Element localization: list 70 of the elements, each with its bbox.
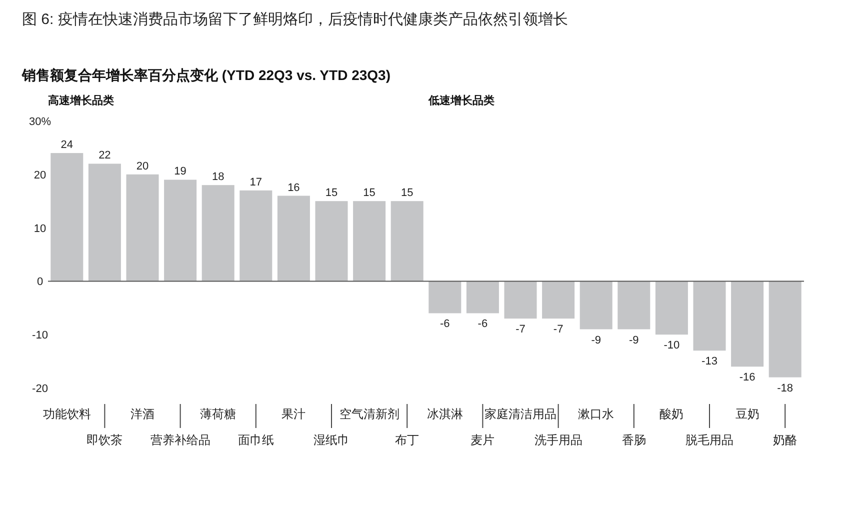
x-tick-label: 面巾纸	[238, 433, 274, 447]
x-tick-label: 家庭清洁用品	[484, 407, 556, 421]
x-tick-label: 洋酒	[130, 407, 154, 421]
bar	[731, 281, 764, 367]
x-tick-label: 功能饮料	[42, 407, 91, 421]
x-tick-label: 麦片	[470, 433, 495, 447]
data-label: -7	[553, 324, 564, 336]
x-tick-label: 湿纸巾	[314, 433, 350, 447]
data-label: -9	[591, 334, 601, 346]
y-tick-label: -20	[32, 383, 48, 395]
bar	[88, 164, 121, 282]
bar	[466, 281, 499, 314]
data-label: -7	[516, 324, 526, 336]
x-tick-label: 即饮茶	[86, 433, 123, 447]
data-label: -18	[777, 382, 794, 394]
y-tick-label: 0	[36, 276, 44, 288]
bar	[655, 281, 688, 335]
x-tick-label: 漱口水	[578, 407, 614, 421]
bar	[315, 201, 348, 282]
x-tick-label: 脱毛用品	[686, 433, 734, 447]
data-label: 24	[60, 139, 74, 152]
x-tick-label: 香肠	[622, 433, 646, 447]
x-tick-label: 豆奶	[735, 407, 760, 421]
data-label: 17	[250, 176, 262, 188]
x-tick-label: 薄荷糖	[200, 407, 236, 421]
data-label: -10	[664, 340, 680, 352]
x-tick-label: 酸奶	[660, 407, 684, 421]
bar	[50, 153, 84, 282]
bar	[618, 281, 650, 330]
data-label: 15	[400, 187, 414, 200]
data-label: 18	[212, 171, 224, 184]
bar	[390, 201, 424, 282]
data-label: 19	[174, 166, 186, 178]
bar	[504, 281, 537, 319]
data-label: 20	[136, 160, 149, 172]
data-label: -6	[440, 318, 450, 330]
bar	[277, 196, 310, 282]
x-tick-label: 奶酪	[773, 433, 798, 447]
text: 高速增长品类	[48, 94, 114, 107]
data-label: 15	[363, 187, 376, 200]
bar	[542, 281, 575, 319]
x-tick-label: 冰淇淋	[426, 407, 463, 421]
x-tick-label: 营养补给品	[150, 433, 210, 447]
bar	[768, 281, 802, 378]
bar	[126, 174, 159, 282]
chart-title: 图 6: 疫情在快速消费品市场留下了鲜明烙印，后疫情时代健康类产品依然引领增长	[22, 11, 568, 28]
bar	[202, 185, 234, 282]
bar	[164, 180, 197, 282]
data-label: -9	[629, 334, 639, 346]
bar	[428, 281, 462, 314]
x-tick-label: 果汁	[282, 407, 306, 421]
y-tick-label: 20	[34, 169, 46, 182]
bar	[353, 201, 386, 282]
bar	[693, 281, 726, 351]
y-tick-label: -10	[32, 330, 48, 342]
bar	[580, 281, 612, 330]
y-tick-label: 10	[34, 222, 46, 235]
text: 低速增长品类	[428, 94, 495, 107]
y-tick-label: 30%	[28, 116, 52, 128]
data-label: 16	[288, 182, 300, 194]
data-label: -16	[739, 372, 756, 384]
data-label: 22	[98, 150, 111, 162]
data-label: -6	[478, 318, 488, 330]
x-tick-label: 空气清新剂	[339, 407, 400, 421]
x-tick-label: 布丁	[395, 433, 420, 447]
data-label: -13	[702, 356, 718, 368]
bar	[240, 190, 272, 282]
chart-subtitle: 销售额复合年增长率百分点变化 (YTD 22Q3 vs. YTD 23Q3)	[21, 67, 390, 83]
x-tick-label: 洗手用品	[534, 433, 582, 447]
data-label: 15	[325, 187, 338, 200]
